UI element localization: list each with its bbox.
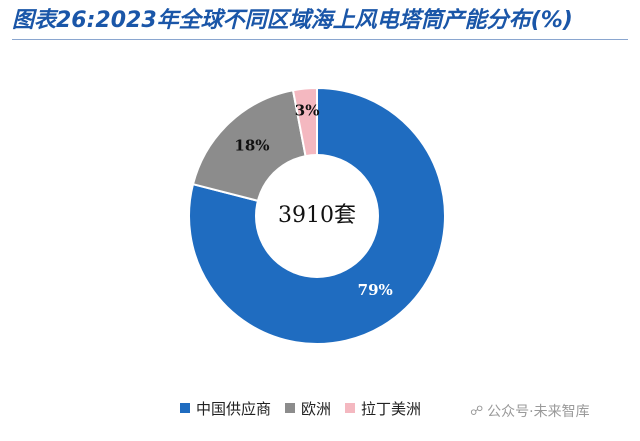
data-label-2: 18% (234, 137, 269, 155)
watermark: ☍ 公众号·未来智库 (470, 400, 590, 424)
legend-label-1: 中国供应商 (196, 399, 272, 418)
legend-swatch-2 (285, 403, 296, 413)
legend-swatch-3 (345, 403, 356, 413)
legend: 中国供应商 欧洲 拉丁美洲 (180, 394, 435, 422)
legend-swatch-1 (180, 403, 190, 413)
title-divider (12, 39, 628, 40)
chart-title: 图表26:2023年全球不同区域海上风电塔筒产能分布(%) (12, 8, 573, 33)
legend-label-3: 拉丁美洲 (361, 399, 422, 418)
legend-item-3: 拉丁美洲 (345, 398, 421, 419)
data-label-group: 79% 18% 3% (234, 101, 392, 299)
data-label-1: 79% (358, 281, 393, 299)
legend-label-2: 欧洲 (301, 399, 332, 418)
center-label: 3910套 (278, 203, 356, 228)
wechat-icon: ☍ (470, 404, 484, 419)
legend-item-2: 欧洲 (285, 398, 331, 419)
donut-hole (255, 154, 379, 278)
data-label-3: 3% (295, 101, 320, 119)
legend-item-1: 中国供应商 (180, 398, 271, 419)
watermark-text: 公众号·未来智库 (487, 404, 590, 420)
